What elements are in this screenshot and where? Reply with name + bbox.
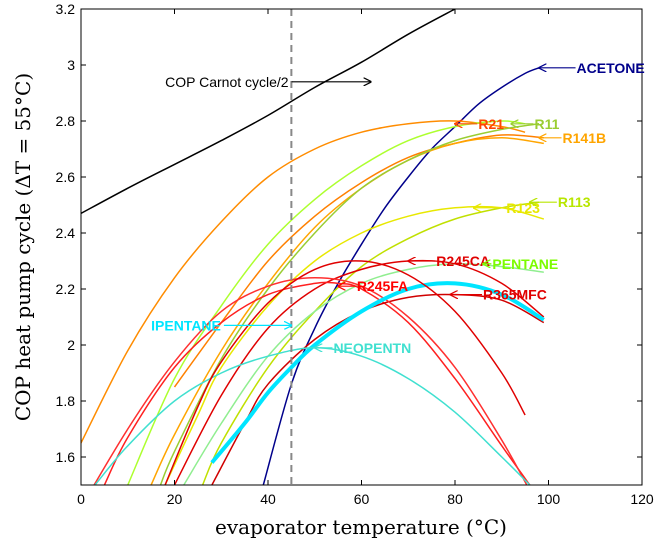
series-line-3 xyxy=(173,134,544,388)
x-tick-label: 80 xyxy=(447,491,463,507)
x-axis-label: evaporator temperature (°C) xyxy=(215,515,507,539)
x-tick-label: 40 xyxy=(260,491,276,507)
annotation-label: PENTANE xyxy=(492,256,558,272)
annotation-label: R21 xyxy=(478,116,504,132)
series-layer xyxy=(81,9,545,485)
y-tick-label: 2.8 xyxy=(56,113,76,129)
annotation-label: R113 xyxy=(558,194,591,210)
series-line-0 xyxy=(81,9,456,215)
x-tick-label: 100 xyxy=(537,491,561,507)
annotation-label: R365MFC xyxy=(483,287,547,303)
annotation-label: R245CA xyxy=(436,253,490,269)
y-tick-label: 2 xyxy=(67,337,75,353)
series-line-13 xyxy=(93,277,528,485)
tick-layer: 0 20 40 60 80 100 120 1.6 1.8 2 2.2 2.4 2.6 2.8 3 3.2 xyxy=(56,1,654,507)
series-line-12 xyxy=(211,293,545,485)
y-axis-label: COP heat pump cycle (ΔT = 55°C) xyxy=(11,73,35,421)
series-line-16 xyxy=(164,260,526,485)
x-tick-label: 0 xyxy=(77,491,85,507)
x-tick-label: 120 xyxy=(630,491,654,507)
annotation-label: NEOPENTN xyxy=(333,340,411,356)
annotation-label: R245FA xyxy=(357,278,408,294)
y-tick-label: 1.8 xyxy=(56,393,76,409)
annotation-label: IPENTANE xyxy=(151,317,221,333)
series-line-11 xyxy=(103,281,531,485)
series-line-6 xyxy=(159,123,540,485)
series-line-1 xyxy=(262,67,540,485)
x-tick-label: 60 xyxy=(354,491,370,507)
y-tick-label: 1.6 xyxy=(56,449,76,465)
series-line-4 xyxy=(150,137,544,485)
series-line-10 xyxy=(173,259,545,485)
y-tick-label: 3.2 xyxy=(56,1,76,17)
y-tick-label: 2.6 xyxy=(56,169,76,185)
annotation-label: COP Carnot cycle/2 xyxy=(165,74,289,90)
annotation-label: R141B xyxy=(563,130,607,146)
y-tick-label: 2.2 xyxy=(56,281,76,297)
y-tick-label: 3 xyxy=(67,57,75,73)
annotation-label: R11 xyxy=(534,116,559,132)
annotation-label: ACETONE xyxy=(577,60,645,76)
y-tick-label: 2.4 xyxy=(56,225,76,241)
x-tick-label: 20 xyxy=(167,491,183,507)
series-line-14 xyxy=(210,281,545,464)
